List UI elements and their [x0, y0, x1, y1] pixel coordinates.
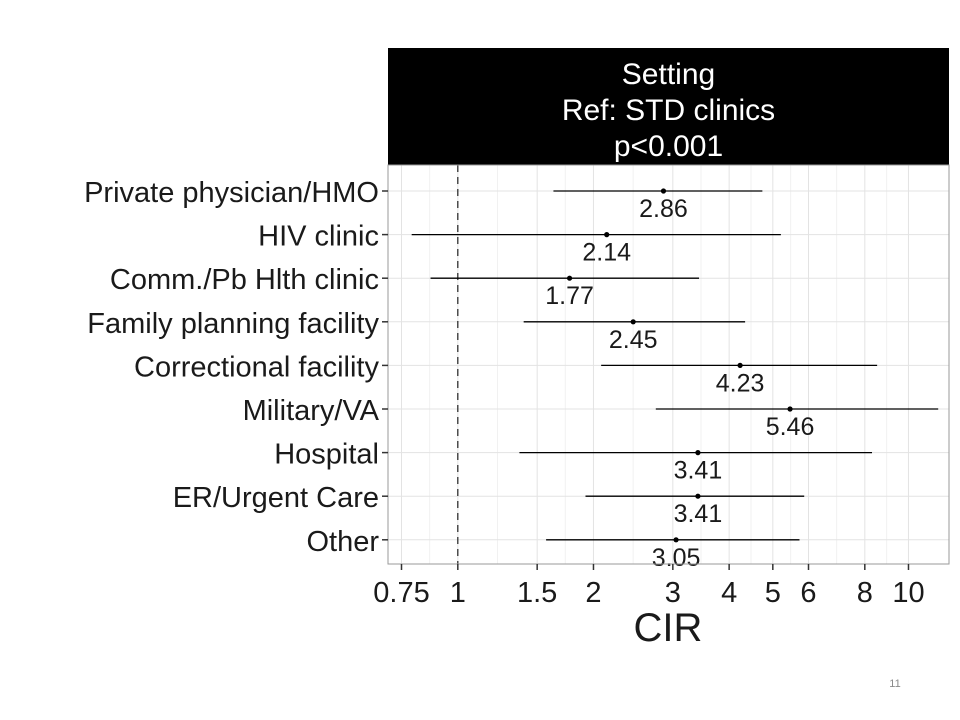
plot-area: 2.86 2.14 1.77 2.45 4.235.46 3.41 3.41 3.05	[387, 164, 950, 572]
x-tick-label: 1.5	[517, 577, 557, 609]
point-estimate	[630, 319, 636, 325]
estimate-label: 3.41	[674, 457, 723, 485]
point-estimate	[695, 493, 701, 499]
category-label: Other	[306, 526, 379, 558]
point-estimate	[737, 362, 743, 368]
category-label: Military/VA	[243, 395, 380, 427]
estimate-label: 4.23	[716, 369, 765, 397]
estimate-label: 3.41	[674, 500, 723, 528]
estimate-label: 2.14	[582, 239, 631, 267]
x-tick-label: 5	[765, 577, 781, 609]
category-label: Hospital	[274, 439, 379, 471]
point-estimate	[566, 275, 573, 281]
category-label: HIV clinic	[258, 221, 379, 253]
point-estimate	[660, 188, 667, 194]
panel-header-line-3: p<0.001	[614, 130, 723, 163]
panel-header-background	[388, 48, 949, 165]
x-tick-label: 1	[450, 577, 466, 609]
estimate-label: 5.46	[766, 413, 815, 441]
panel-header: Setting Ref: STD clinics p<0.001	[388, 48, 949, 165]
estimate-label: 2.86	[639, 195, 688, 223]
x-tick-label: 2	[585, 577, 601, 609]
panel-header-line-2: Ref: STD clinics	[562, 94, 775, 127]
x-tick-labels: 0.75 1 1.5 2 3 4 5 6 8 10	[373, 577, 924, 609]
chart-marks: 2.86 2.14 1.77 2.45 4.235.46 3.41 3.41 3.05	[411, 165, 939, 572]
x-tick-label: 3	[665, 577, 681, 609]
estimate-label: 3.05	[652, 544, 701, 572]
category-label: Private physician/HMO	[84, 177, 379, 209]
x-tick-label: 4	[721, 577, 737, 609]
x-tick-label: 6	[800, 577, 816, 609]
category-label: Comm./Pb Hlth clinic	[110, 264, 379, 296]
plot-background	[388, 165, 949, 564]
x-tick-label: 0.75	[373, 577, 429, 609]
point-estimate	[604, 232, 610, 238]
category-label: Family planning facility	[87, 308, 379, 340]
panel-header-line-1: Setting	[622, 58, 715, 91]
point-estimate	[695, 450, 701, 456]
x-tick-label: 10	[892, 577, 924, 609]
point-estimate	[787, 406, 793, 412]
x-tick-label: 8	[857, 577, 873, 609]
x-axis-title: CIR	[634, 606, 703, 650]
estimate-label: 2.45	[609, 326, 658, 354]
estimate-label: 1.77	[545, 282, 594, 310]
category-labels: Private physician/HMO HIV clinic Comm./Pb …	[84, 177, 380, 558]
category-label: Correctional facility	[134, 351, 379, 383]
slide-number: 11	[889, 678, 901, 690]
x-axis-ticks	[382, 190, 910, 570]
category-label: ER/Urgent Care	[173, 482, 379, 514]
plot-border	[387, 164, 950, 565]
point-estimate	[673, 537, 679, 543]
